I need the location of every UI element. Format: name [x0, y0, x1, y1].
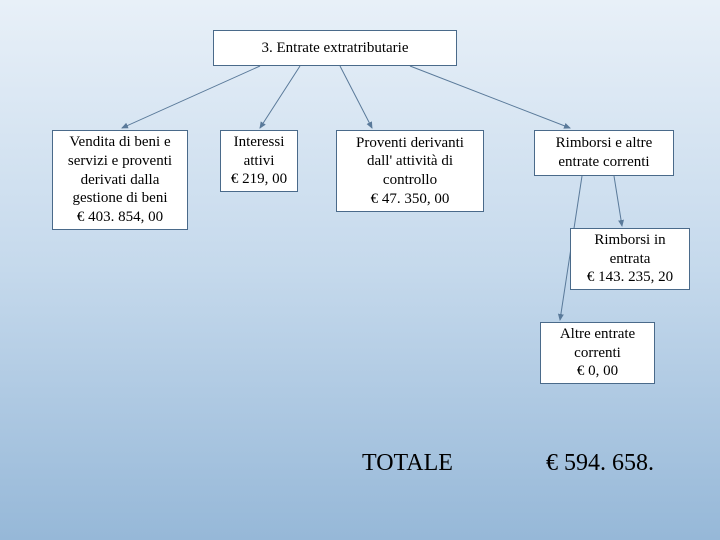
box-interessi: Interessiattivi€ 219, 00: [220, 130, 298, 192]
connector-line: [122, 66, 260, 128]
box-line: Proventi derivanti: [356, 134, 464, 153]
box-rimborsi-entrata: Rimborsi inentrata€ 143. 235, 20: [570, 228, 690, 290]
box-line: Interessi: [234, 133, 285, 152]
connector-line: [260, 66, 300, 128]
box-line: Altre entrate: [560, 325, 635, 344]
box-rimborsi-parent: Rimborsi e altreentrate correnti: [534, 130, 674, 176]
box-line: controllo: [383, 171, 437, 190]
totale-value: € 594. 658.: [546, 450, 654, 477]
connector-line: [340, 66, 372, 128]
box-line: derivati dalla: [81, 171, 160, 190]
box-amount: € 219, 00: [231, 170, 287, 189]
box-title: 3. Entrate extratributarie: [261, 39, 408, 58]
box-line: servizi e proventi: [68, 152, 172, 171]
box-root: 3. Entrate extratributarie: [213, 30, 457, 66]
connector-line: [410, 66, 570, 128]
box-line: dall' attività di: [367, 152, 453, 171]
box-line: entrate correnti: [558, 153, 649, 172]
box-line: Rimborsi in: [594, 231, 665, 250]
box-amount: € 143. 235, 20: [587, 268, 673, 287]
box-line: Rimborsi e altre: [556, 134, 653, 153]
box-line: entrata: [610, 250, 651, 269]
box-line: gestione di beni: [73, 189, 168, 208]
box-amount: € 403. 854, 00: [77, 208, 163, 227]
box-line: correnti: [574, 344, 621, 363]
box-amount: € 47. 350, 00: [371, 190, 450, 209]
box-line: Vendita di beni e: [69, 133, 170, 152]
box-altre-entrate: Altre entratecorrenti€ 0, 00: [540, 322, 655, 384]
box-proventi: Proventi derivantidall' attività dicontr…: [336, 130, 484, 212]
box-amount: € 0, 00: [577, 362, 618, 381]
box-line: attivi: [244, 152, 275, 171]
totale-label: TOTALE: [362, 450, 453, 477]
connector-line: [614, 176, 622, 226]
box-vendita: Vendita di beni eservizi e proventideriv…: [52, 130, 188, 230]
